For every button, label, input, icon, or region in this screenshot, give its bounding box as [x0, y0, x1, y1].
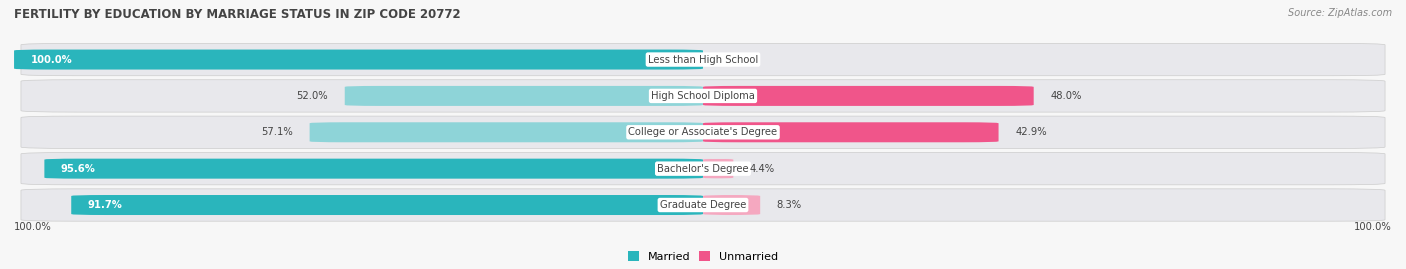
Text: 57.1%: 57.1%: [262, 127, 292, 137]
Text: 42.9%: 42.9%: [1015, 127, 1046, 137]
FancyBboxPatch shape: [699, 159, 738, 179]
FancyBboxPatch shape: [21, 116, 1385, 148]
FancyBboxPatch shape: [21, 80, 1385, 112]
FancyBboxPatch shape: [703, 195, 761, 215]
Text: 95.6%: 95.6%: [60, 164, 96, 174]
Text: Graduate Degree: Graduate Degree: [659, 200, 747, 210]
Text: 100.0%: 100.0%: [31, 55, 72, 65]
Text: 4.4%: 4.4%: [749, 164, 775, 174]
FancyBboxPatch shape: [703, 122, 998, 142]
Legend: Married, Unmarried: Married, Unmarried: [623, 247, 783, 266]
Text: Bachelor's Degree: Bachelor's Degree: [657, 164, 749, 174]
FancyBboxPatch shape: [45, 159, 703, 179]
Text: Less than High School: Less than High School: [648, 55, 758, 65]
Text: 100.0%: 100.0%: [14, 222, 52, 232]
FancyBboxPatch shape: [344, 86, 703, 106]
Text: College or Associate's Degree: College or Associate's Degree: [628, 127, 778, 137]
Text: High School Diploma: High School Diploma: [651, 91, 755, 101]
FancyBboxPatch shape: [21, 153, 1385, 185]
Text: 52.0%: 52.0%: [297, 91, 328, 101]
FancyBboxPatch shape: [21, 43, 1385, 76]
FancyBboxPatch shape: [72, 195, 703, 215]
FancyBboxPatch shape: [14, 49, 703, 70]
FancyBboxPatch shape: [309, 122, 703, 142]
Text: 100.0%: 100.0%: [1354, 222, 1392, 232]
Text: 48.0%: 48.0%: [1050, 91, 1081, 101]
Text: 91.7%: 91.7%: [87, 200, 122, 210]
FancyBboxPatch shape: [703, 86, 1033, 106]
Text: Source: ZipAtlas.com: Source: ZipAtlas.com: [1288, 8, 1392, 18]
Text: 8.3%: 8.3%: [776, 200, 801, 210]
Text: FERTILITY BY EDUCATION BY MARRIAGE STATUS IN ZIP CODE 20772: FERTILITY BY EDUCATION BY MARRIAGE STATU…: [14, 8, 461, 21]
FancyBboxPatch shape: [21, 189, 1385, 221]
